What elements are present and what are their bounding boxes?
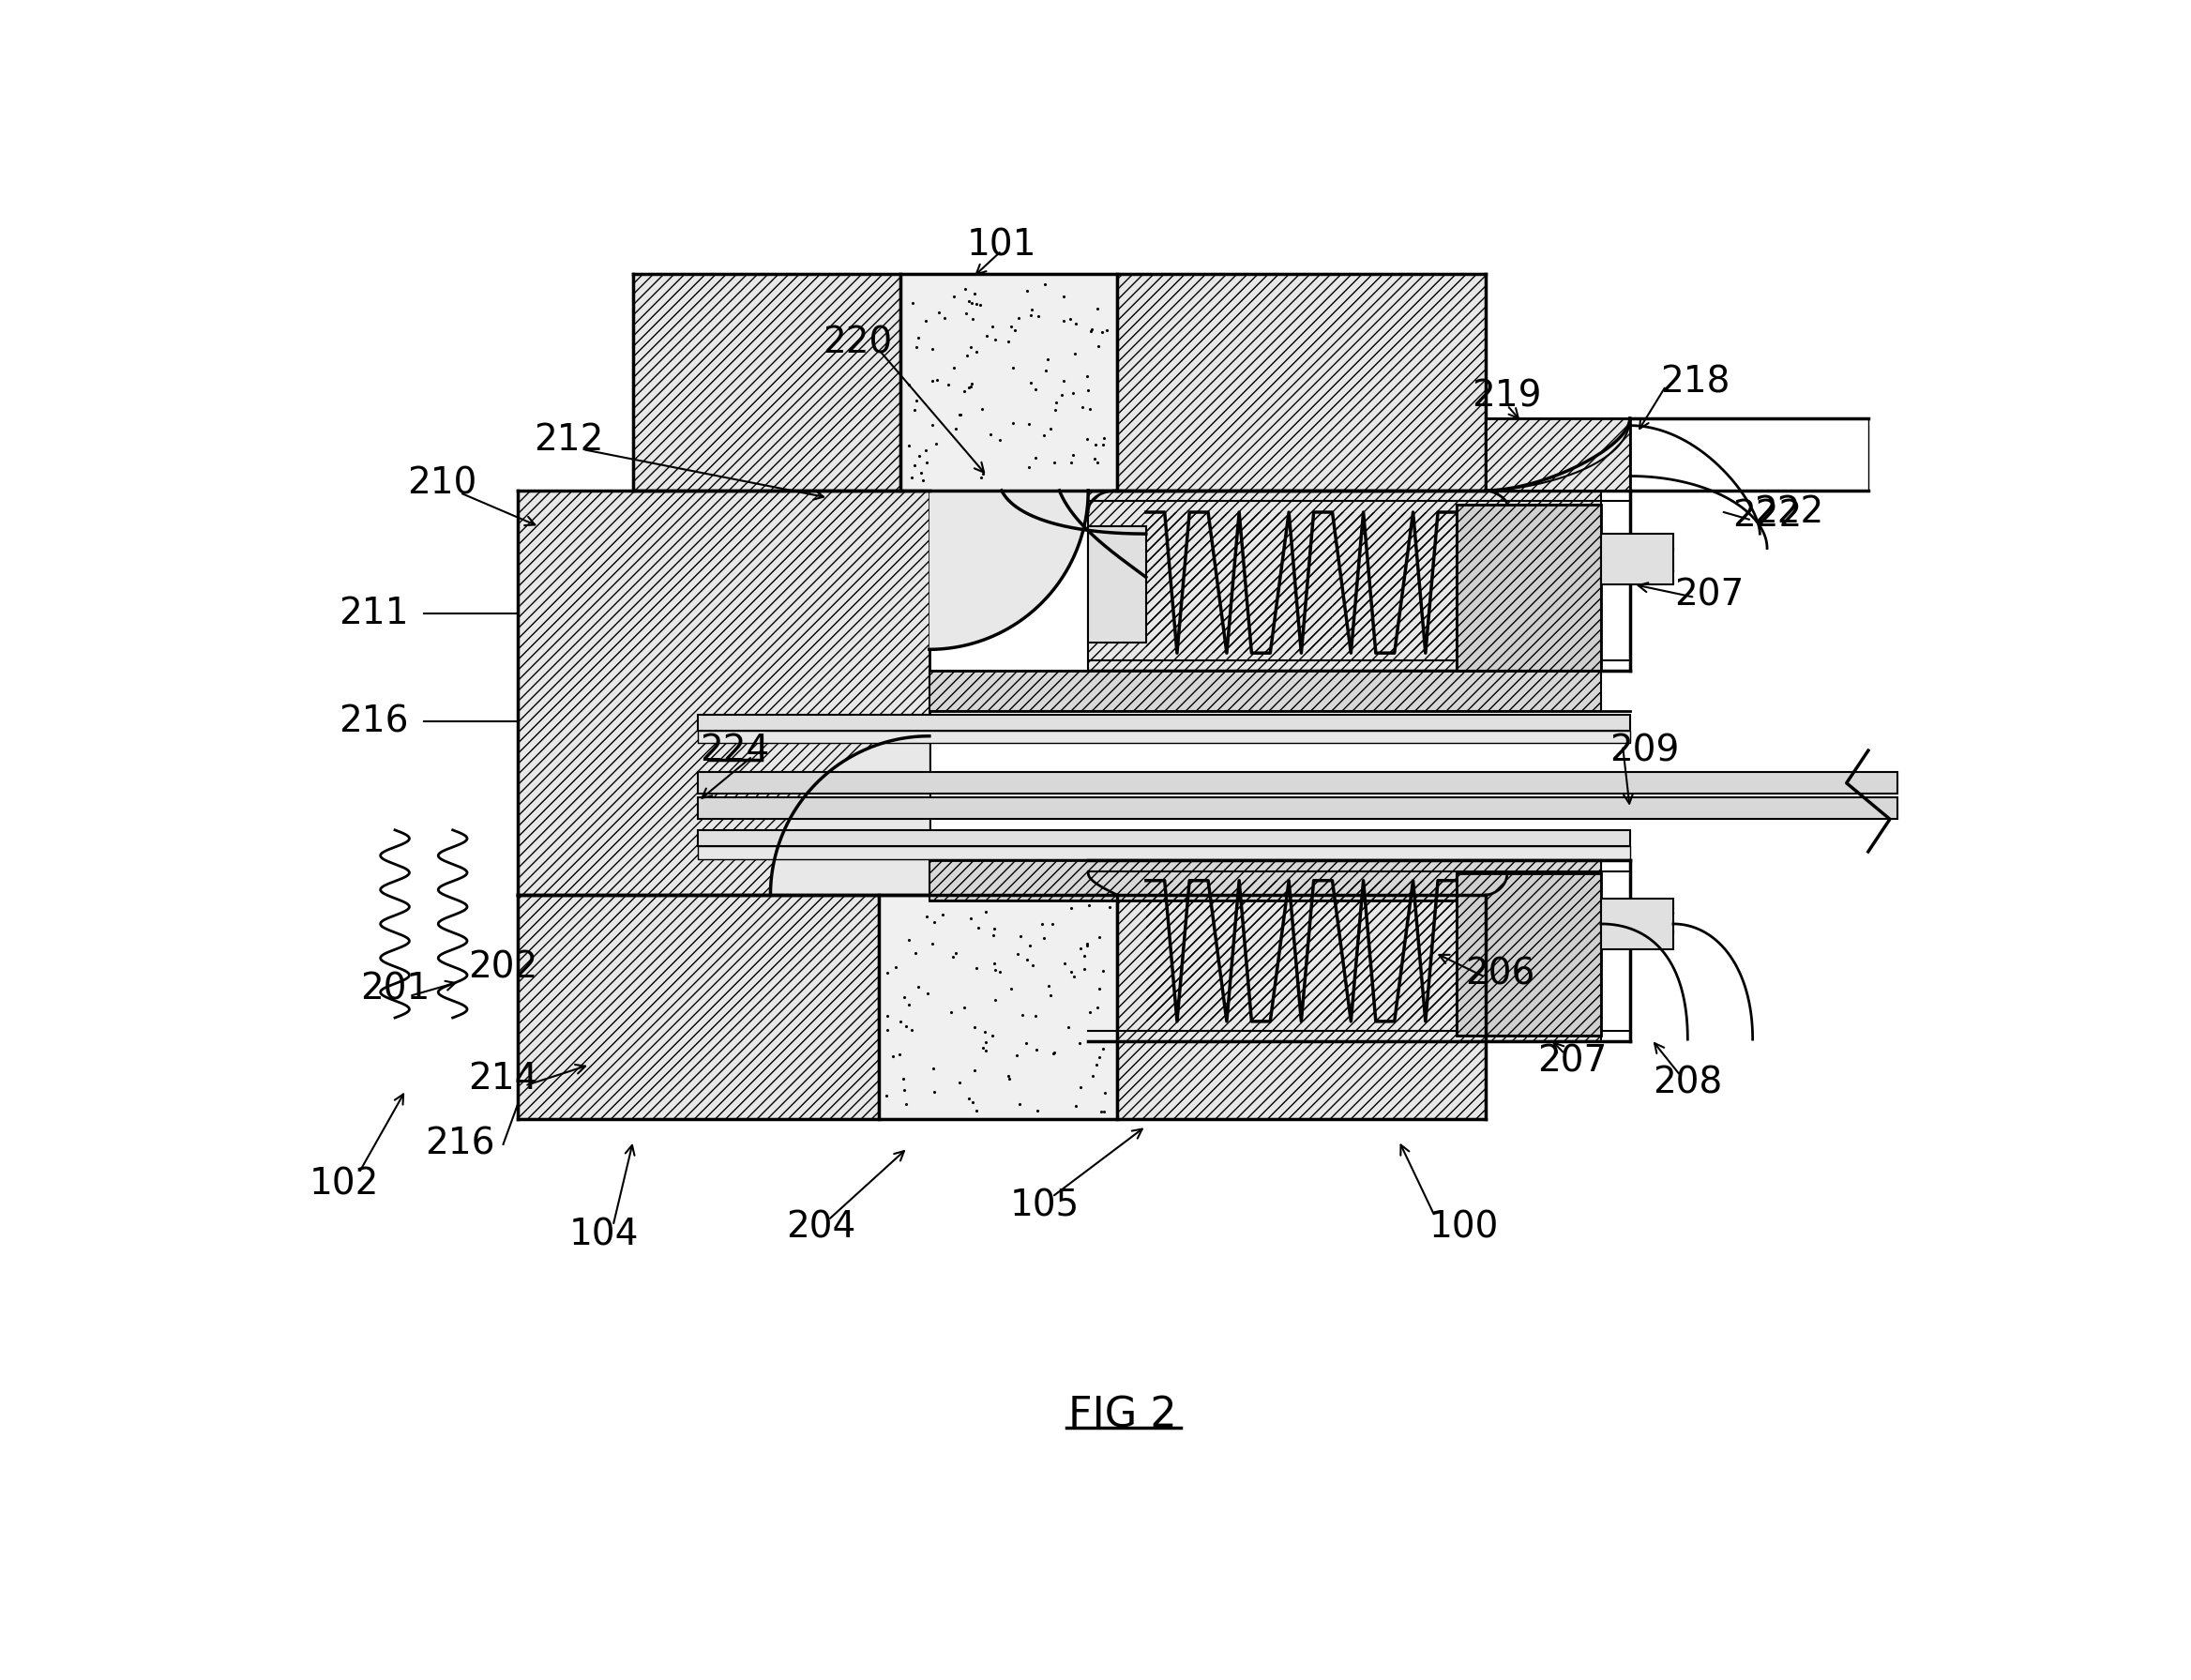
Bar <box>1146 880 1207 1021</box>
Bar <box>517 491 929 895</box>
Bar <box>1207 512 1271 654</box>
Text: FIG 2: FIG 2 <box>1069 1394 1177 1435</box>
Bar <box>1602 899 1674 949</box>
Bar <box>699 798 1897 820</box>
Text: 224: 224 <box>699 732 769 768</box>
Bar <box>1485 418 1630 491</box>
Text: 214: 214 <box>469 1062 539 1097</box>
Text: 100: 100 <box>1429 1210 1499 1245</box>
Bar <box>517 895 879 1119</box>
Text: 219: 219 <box>1472 378 1542 415</box>
Bar <box>879 895 1117 1119</box>
Text: 211: 211 <box>337 595 408 632</box>
Bar <box>1089 860 1602 1042</box>
Text: 220: 220 <box>822 324 892 360</box>
Bar <box>901 274 1117 491</box>
Text: 201: 201 <box>359 971 429 1006</box>
Bar <box>1485 418 1630 491</box>
Bar <box>699 845 1630 858</box>
Text: 105: 105 <box>1010 1188 1080 1223</box>
Bar <box>1271 512 1332 654</box>
Text: 208: 208 <box>1652 1065 1722 1100</box>
Text: 210: 210 <box>408 465 478 501</box>
Bar <box>1089 526 1146 642</box>
Text: 204: 204 <box>787 1210 857 1245</box>
Text: 104: 104 <box>570 1216 640 1252</box>
Bar <box>1271 880 1332 1021</box>
Bar <box>1207 880 1271 1021</box>
Bar <box>1089 895 1146 1011</box>
Bar <box>1457 874 1602 1037</box>
Text: 102: 102 <box>309 1166 379 1201</box>
Bar <box>1457 506 1602 670</box>
Bar <box>1457 506 1602 670</box>
Text: 202: 202 <box>469 949 539 984</box>
Text: 207: 207 <box>1538 1043 1606 1079</box>
Text: 222: 222 <box>1755 494 1823 529</box>
Bar <box>1117 274 1485 491</box>
Text: 209: 209 <box>1610 732 1678 768</box>
Text: 101: 101 <box>966 227 1036 262</box>
Bar <box>1089 491 1602 670</box>
Polygon shape <box>771 736 929 895</box>
Bar <box>1332 512 1393 654</box>
Bar <box>1393 880 1457 1021</box>
Bar <box>699 830 1630 845</box>
Bar <box>699 714 1630 731</box>
Bar <box>1602 534 1674 585</box>
Text: 222: 222 <box>1733 497 1801 534</box>
Bar <box>1393 512 1457 654</box>
Text: 218: 218 <box>1661 365 1729 400</box>
Text: 216: 216 <box>425 1126 495 1163</box>
Text: 216: 216 <box>337 704 408 739</box>
Bar <box>1332 880 1393 1021</box>
Bar <box>1117 895 1485 1119</box>
Bar <box>929 860 1602 900</box>
Bar <box>633 274 901 491</box>
Text: 212: 212 <box>532 422 603 457</box>
Bar <box>929 670 1602 711</box>
Bar <box>699 731 1630 743</box>
Text: 206: 206 <box>1466 956 1534 993</box>
Bar <box>1457 874 1602 1037</box>
Text: 207: 207 <box>1674 578 1744 613</box>
Bar <box>1146 512 1207 654</box>
Bar <box>699 773 1897 795</box>
Polygon shape <box>929 491 1089 650</box>
